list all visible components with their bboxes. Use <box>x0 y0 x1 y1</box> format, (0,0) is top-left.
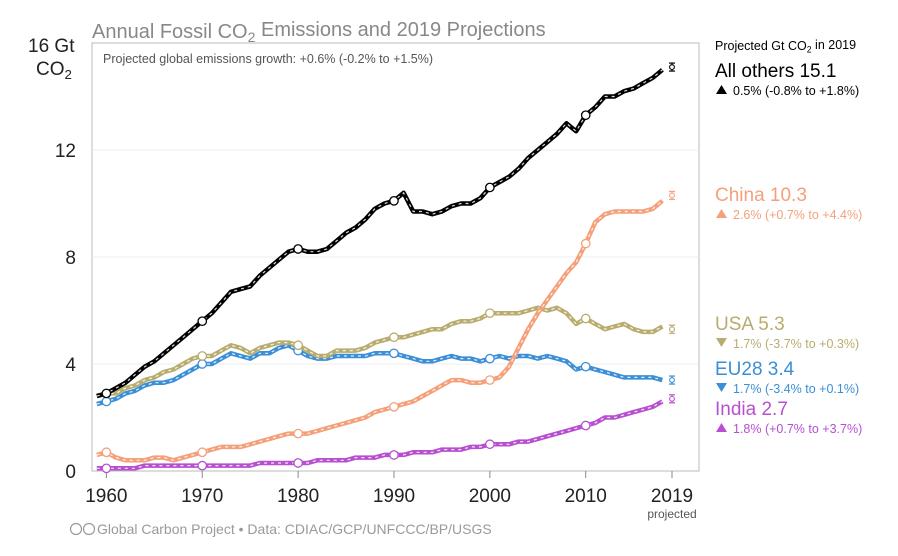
projection-point <box>669 192 675 199</box>
series-line-dash <box>96 200 663 461</box>
decade-point <box>293 340 303 351</box>
legend-rate: 1.8% (+0.7% to +3.7%) <box>733 422 862 436</box>
x-tick-label: 1980 <box>277 486 319 507</box>
projection-markers <box>669 62 675 404</box>
decade-point <box>101 447 112 458</box>
chart-subtitle: Projected global emissions growth: +0.6%… <box>103 52 433 66</box>
decade-point <box>580 420 591 431</box>
triangle-down-icon <box>716 338 727 347</box>
decade-point <box>101 396 112 407</box>
decade-point <box>485 353 495 364</box>
cc-icon <box>69 522 83 536</box>
decade-point <box>485 375 495 385</box>
footer: Global Carbon Project • Data: CDIAC/GCP/… <box>69 521 492 537</box>
legend-rate: 0.5% (-0.8% to +1.8%) <box>733 84 859 98</box>
series-line-dash <box>96 400 663 469</box>
legend-name: USA 5.3 <box>715 314 785 335</box>
projection-point <box>669 377 675 383</box>
legend-name: China 10.3 <box>715 185 807 206</box>
decade-point <box>101 388 112 399</box>
gridlines <box>92 149 699 365</box>
triangle-up-icon <box>716 423 727 432</box>
legend: Projected Gt CO2 in 2019 All others 15.1 0… <box>715 38 862 436</box>
projection-point <box>669 64 675 71</box>
decade-point <box>389 195 399 206</box>
legend-header: Projected Gt CO2 in 2019 <box>715 38 856 55</box>
legend-item-china: China 10.3 2.6% (+0.7% to +4.4%) <box>715 185 862 222</box>
legend-item-india: India 2.7 1.8% (+0.7% to +3.7%) <box>715 399 862 436</box>
series-all-others <box>96 68 664 399</box>
series-line-dash <box>96 344 663 405</box>
y-tick-label: 0 <box>65 462 76 483</box>
decade-point <box>389 450 399 460</box>
decade-point <box>485 308 495 319</box>
decade-point <box>197 351 208 361</box>
footer-text: Global Carbon Project • Data: CDIAC/GCP/… <box>97 521 492 537</box>
legend-rate: 2.6% (+0.7% to +4.4%) <box>733 208 862 222</box>
decade-point <box>580 361 591 372</box>
decade-point <box>580 313 591 324</box>
x-tick-label: 2000 <box>469 486 511 507</box>
y-axis-label-unit: CO2 <box>36 59 72 82</box>
decade-point <box>293 428 303 439</box>
x-tick-label: 2019 <box>651 486 693 507</box>
legend-item-usa: USA 5.3 1.7% (-3.7% to +0.3%) <box>715 314 859 351</box>
series-line <box>96 199 664 463</box>
x-axis-ticks: 1960 1970 1980 1990 2000 2010 2019 <box>85 471 693 507</box>
legend-rate: 1.7% (-3.4% to +0.1%) <box>733 382 859 396</box>
y-tick-label: 12 <box>55 141 76 162</box>
triangle-up-icon <box>716 209 727 218</box>
y-axis-ticks: 0 4 8 12 <box>55 141 77 483</box>
decade-point <box>197 460 208 471</box>
decade-point <box>485 182 495 193</box>
by-icon <box>82 522 96 536</box>
decade-point <box>389 332 399 343</box>
decade-point <box>485 439 495 450</box>
y-tick-label: 8 <box>65 248 76 269</box>
legend-rate: 1.7% (-3.7% to +0.3%) <box>733 337 859 351</box>
decade-point <box>580 110 591 121</box>
series-india <box>96 399 664 474</box>
series-china <box>96 199 664 463</box>
x-tick-label: 1960 <box>85 486 127 507</box>
series-eu28 <box>96 343 664 407</box>
series-line-dash <box>96 69 663 397</box>
series-lines <box>96 68 664 474</box>
decade-point <box>197 316 208 327</box>
x-tick-label: 1990 <box>373 486 415 507</box>
y-tick-label: 4 <box>65 355 76 376</box>
chart-title: Annual Fossil CO2 Emissions and 2019 Pro… <box>92 19 546 45</box>
legend-name: India 2.7 <box>715 399 788 420</box>
triangle-up-icon <box>716 85 727 94</box>
legend-item-eu28: EU28 3.4 1.7% (-3.4% to +0.1%) <box>715 359 859 396</box>
y-axis-label-top: 16 Gt <box>28 36 75 57</box>
decade-point <box>293 458 303 468</box>
series-line <box>96 68 664 399</box>
projection-point <box>669 326 675 333</box>
decade-point <box>389 401 399 412</box>
decade-point <box>101 463 112 474</box>
decade-point <box>197 359 208 369</box>
x-projected-label: projected <box>647 507 696 521</box>
decade-point <box>580 238 591 249</box>
x-tick-label: 2010 <box>565 486 607 507</box>
legend-name: EU28 3.4 <box>715 359 795 380</box>
series-line <box>96 305 664 399</box>
decade-point <box>197 447 208 458</box>
legend-name: All others 15.1 <box>715 61 836 82</box>
projection-point <box>669 395 675 402</box>
triangle-down-icon <box>716 383 727 392</box>
legend-item-all-others: All others 15.1 0.5% (-0.8% to +1.8%) <box>715 61 859 98</box>
series-line <box>96 343 664 407</box>
decade-point <box>389 348 399 359</box>
x-tick-label: 1970 <box>181 486 223 507</box>
decade-point <box>293 244 303 254</box>
